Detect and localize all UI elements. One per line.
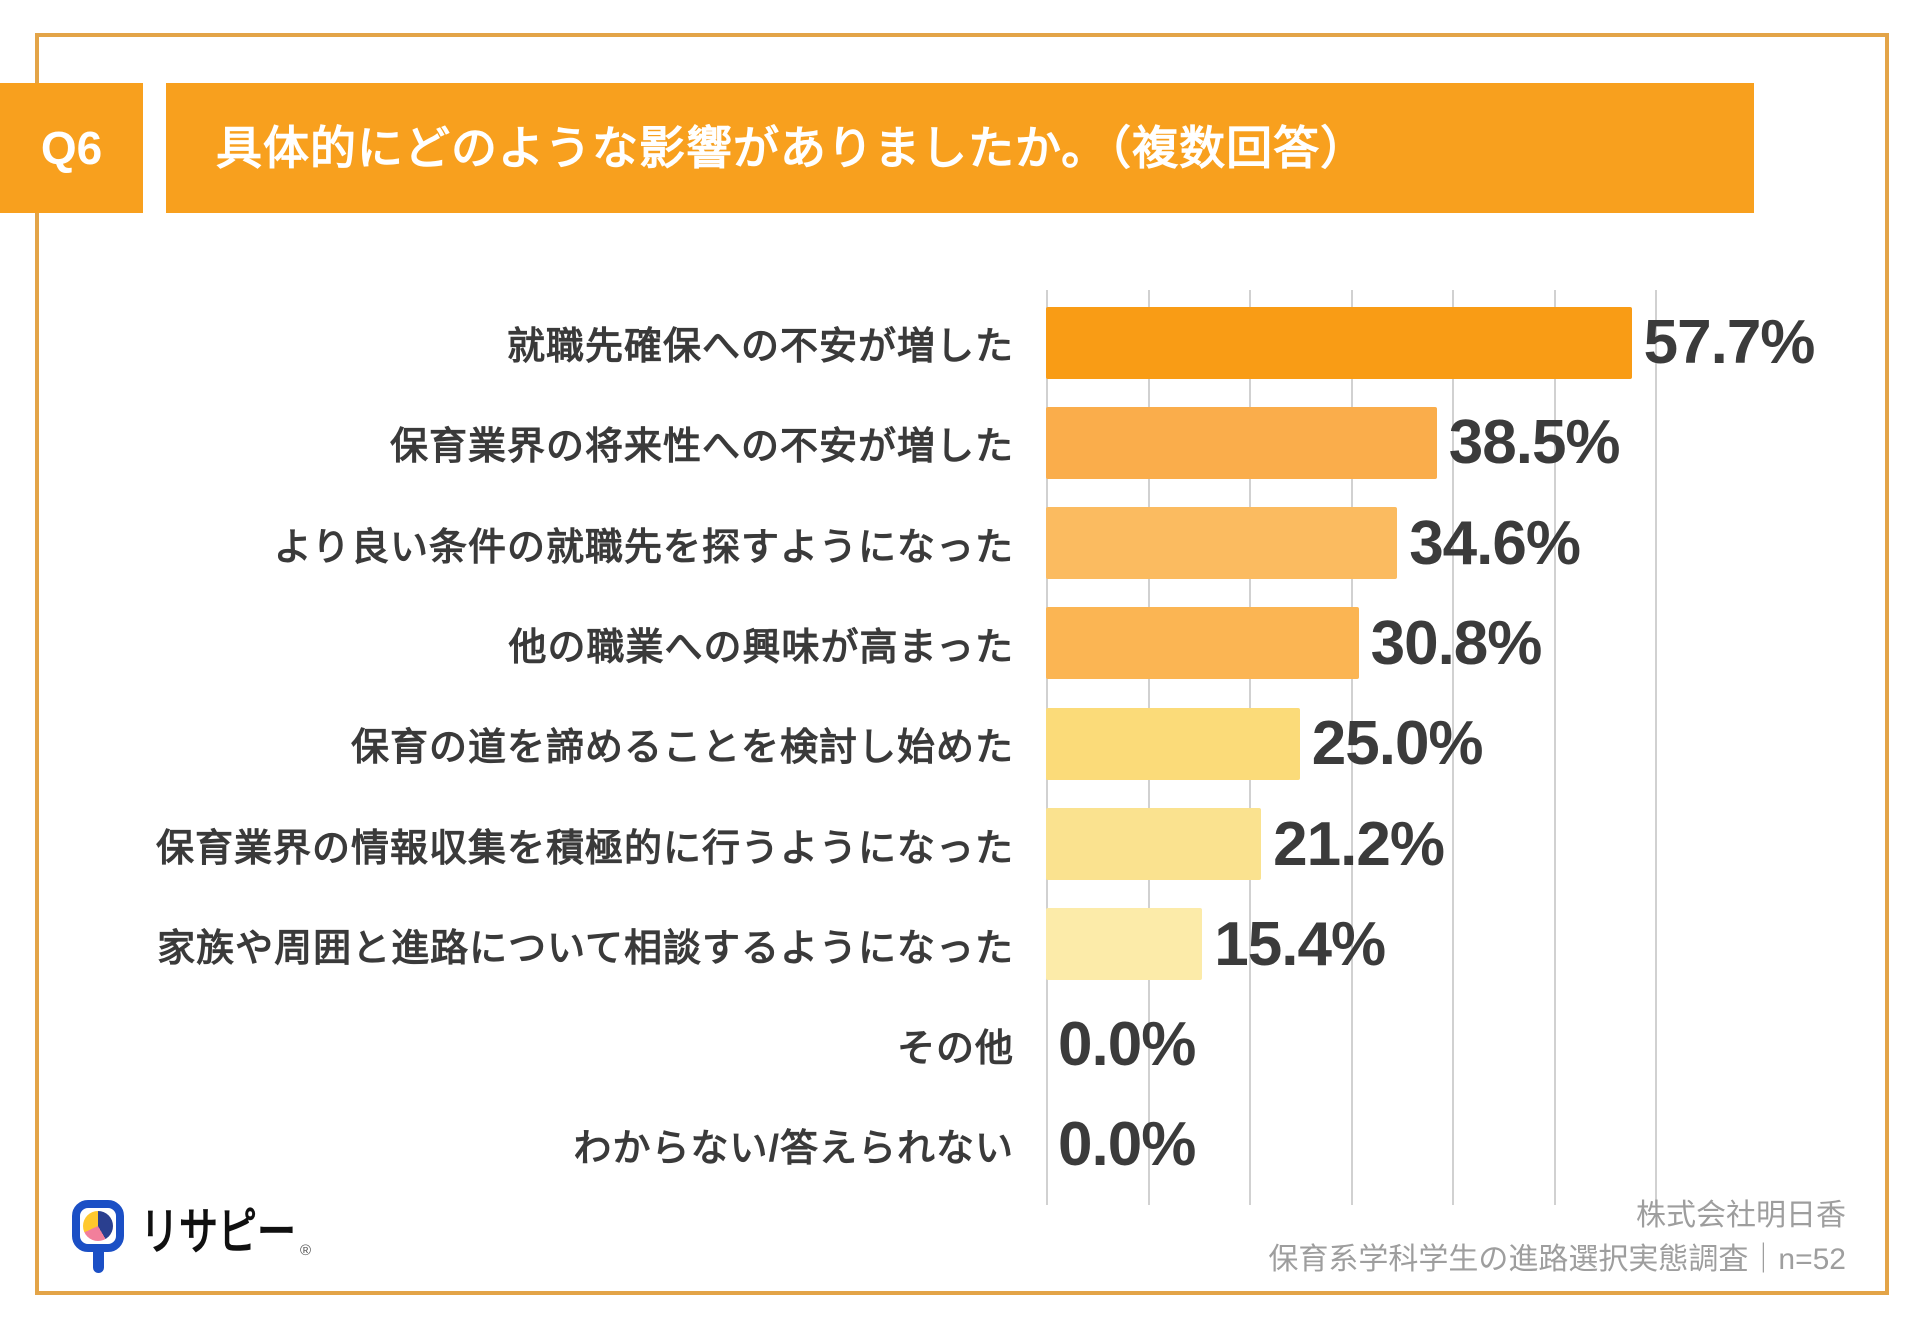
gridline (1553, 290, 1556, 1205)
magnifier-handle-icon (93, 1244, 104, 1273)
gridline (1350, 290, 1353, 1205)
value-label: 21.2% (1273, 809, 1445, 879)
gridline (1655, 290, 1657, 1205)
chart-row: 他の職業への興味が高まった 30.8% (0, 593, 1920, 693)
chart-row: 家族や周囲と進路について相談するようになった 15.4% (0, 894, 1920, 994)
logo-wordmark: リサピー (140, 1204, 296, 1260)
registered-trademark-icon: ® (300, 1242, 312, 1259)
category-label: 就職先確保への不安が増した (506, 326, 1014, 368)
magnifier-pie-icon (72, 1200, 124, 1252)
category-label: その他 (896, 1028, 1014, 1071)
chart-title: 具体的にどのような影響がありましたか。（複数回答） (216, 122, 1368, 174)
survey-name: 保育系学科学生の進路選択実態調査｜n=52 (1268, 1243, 1846, 1276)
title-bar: 具体的にどのような影響がありましたか。（複数回答） (166, 83, 1754, 213)
bar-2 (1046, 507, 1398, 580)
category-label: 他の職業への興味が高まった (508, 626, 1014, 669)
value-label: 0.0% (1058, 1010, 1196, 1080)
gridline (1452, 290, 1454, 1205)
value-label: 34.6% (1409, 508, 1581, 578)
chart-row: わからない/答えられない 0.0% (0, 1095, 1920, 1195)
question-number-badge: Q6 (0, 83, 143, 213)
chart-row: 保育業界の将来性への不安が増した 38.5% (0, 393, 1920, 493)
pie-chart-icon (83, 1211, 113, 1241)
category-label: 保育の道を諦めることを検討し始めた (350, 727, 1014, 770)
chart-row: 就職先確保への不安が増した 57.7% (0, 293, 1920, 393)
value-label: 30.8% (1370, 608, 1543, 678)
bar-0 (1046, 306, 1632, 379)
value-label: 57.7% (1643, 308, 1816, 377)
bar-6 (1046, 908, 1203, 981)
bar-5 (1046, 808, 1262, 880)
source-credit: 株式会社明日香 保育系学科学生の進路選択実態調査｜n=52 (1268, 1194, 1846, 1282)
value-label: 25.0% (1311, 709, 1484, 779)
chart-row: 保育業界の情報収集を積極的に行うようになった 21.2% (0, 794, 1920, 894)
value-label: 15.4% (1214, 909, 1386, 979)
chart-row: 保育の道を諦めることを検討し始めた 25.0% (0, 694, 1920, 794)
category-label: 保育業界の将来性への不安が増した (389, 426, 1014, 469)
category-label: より良い条件の就職先を探すようになった (273, 526, 1014, 569)
bar-1 (1046, 406, 1437, 479)
bar-3 (1046, 607, 1359, 680)
chart-row: より良い条件の就職先を探すようになった 34.6% (0, 493, 1920, 593)
category-label: 家族や周囲と進路について相談するようになった (157, 927, 1014, 970)
page-border-frame (35, 33, 1889, 1295)
chart-row: その他 0.0% (0, 995, 1920, 1095)
value-label: 0.0% (1058, 1110, 1196, 1180)
category-label: わからない/答えられない (573, 1128, 1014, 1171)
value-label: 38.5% (1448, 408, 1621, 478)
category-label: 保育業界の情報収集を積極的に行うようになった (155, 827, 1014, 870)
bar-4 (1046, 707, 1300, 780)
company-name: 株式会社明日香 (1636, 1199, 1846, 1232)
